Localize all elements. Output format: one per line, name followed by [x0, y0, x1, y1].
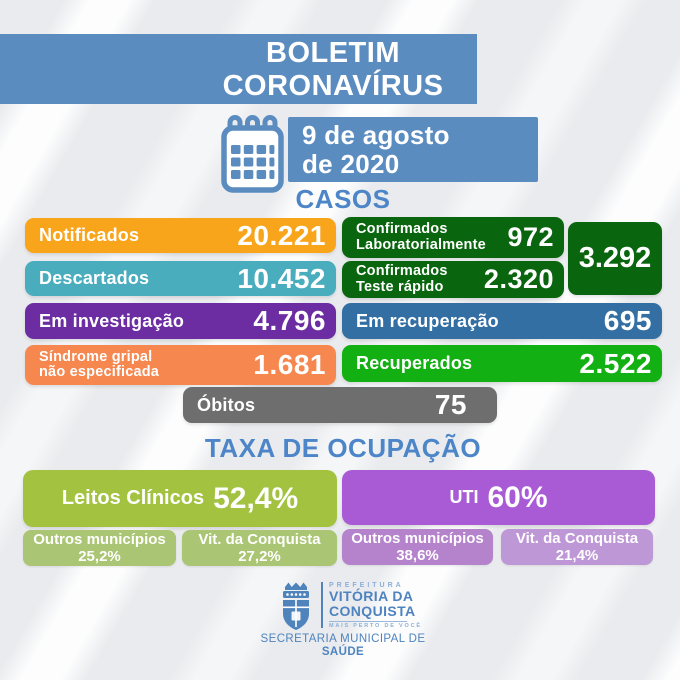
- stat-label: Descartados: [39, 268, 150, 289]
- stat-value: 972: [507, 222, 554, 252]
- logo-divider: [321, 582, 323, 628]
- title-line2: CORONAVÍRUS: [222, 70, 444, 102]
- occupancy-uti-outros-municipios: Outros municípios 38,6%: [342, 529, 493, 565]
- logo-city-line1: VITÓRIA DA: [329, 588, 414, 604]
- title-line1: BOLETIM: [266, 37, 400, 69]
- logo-slogan: MAIS PERTO DE VOCÊ: [329, 623, 422, 629]
- logo-city-line2: CONQUISTA: [329, 603, 416, 619]
- logo-text: PREFEITURA VITÓRIA DA CONQUISTA MAIS PER…: [329, 580, 422, 629]
- occupancy-sub-value: 38,6%: [396, 547, 439, 564]
- page-title: BOLETIM CORONAVÍRUS: [156, 37, 510, 103]
- secretaria-line2: SAÚDE: [321, 646, 365, 658]
- stat-label: Recuperados: [356, 353, 473, 374]
- stat-label: Óbitos: [197, 394, 256, 415]
- title-band: [0, 34, 477, 104]
- stat-confirmados-teste-rapido: Confirmados Teste rápido 2.320: [342, 261, 564, 298]
- occupancy-sub-label: Outros municípios: [351, 529, 484, 547]
- footer-logo: PREFEITURA VITÓRIA DA CONQUISTA MAIS PER…: [277, 580, 422, 637]
- stat-confirmados-total: 3.292: [568, 222, 662, 295]
- stat-confirmados-laboratorialmente: Confirmados Laboratorialmente 972: [342, 217, 564, 258]
- date-line2: de 2020: [302, 149, 400, 179]
- occupancy-leitos-clinicos: Leitos Clínicos 52,4%: [23, 470, 337, 527]
- stat-value: 2.320: [483, 264, 554, 294]
- stat-label: Em investigação: [39, 310, 185, 331]
- logo-rule: [329, 621, 407, 622]
- secretaria-caption: SECRETARIA MUNICIPAL DE SAÚDE: [23, 633, 663, 659]
- occupancy-label: Leitos Clínicos: [61, 487, 205, 509]
- stat-label: Síndrome gripal não especificada: [39, 348, 160, 380]
- stat-recuperados: Recuperados 2.522: [342, 345, 662, 382]
- occupancy-sub-value: 21,4%: [555, 547, 599, 564]
- ocupacao-heading: TAXA DE OCUPAÇÃO: [204, 433, 482, 463]
- calendar-icon: [221, 115, 284, 199]
- occupancy-uti-vit-da-conquista: Vit. da Conquista 21,4%: [501, 529, 653, 565]
- logo-prefeitura: PREFEITURA: [329, 582, 404, 589]
- bulletin-date: 9 de agosto de 2020: [302, 121, 450, 179]
- stat-value: 2.522: [579, 347, 652, 379]
- stat-label: Confirmados Laboratorialmente: [356, 221, 486, 253]
- stat-value: 3.292: [578, 242, 652, 274]
- stat-label: Em recuperação: [356, 310, 499, 331]
- stat-obitos: Óbitos 75: [183, 387, 497, 423]
- date-line1: 9 de agosto: [302, 120, 450, 150]
- stat-notificados: Notificados 20.221: [25, 218, 336, 253]
- occupancy-sub-label: Vit. da Conquista: [198, 530, 321, 548]
- occupancy-leitos-outros-municipios: Outros municípios 25,2%: [23, 530, 176, 566]
- stat-descartados: Descartados 10.452: [25, 261, 336, 296]
- stat-label: Notificados: [39, 225, 140, 246]
- occupancy-value: 60%: [487, 480, 548, 514]
- occupancy-sub-label: Vit. da Conquista: [515, 529, 639, 547]
- date-band: [288, 117, 538, 182]
- occupancy-value: 52,4%: [213, 481, 299, 515]
- occupancy-leitos-vit-da-conquista: Vit. da Conquista 27,2%: [182, 530, 337, 566]
- casos-heading: CASOS: [295, 184, 391, 214]
- occupancy-sub-value: 27,2%: [238, 548, 281, 565]
- occupancy-sub-label: Outros municípios: [33, 530, 166, 548]
- stat-value: 4.796: [253, 305, 326, 336]
- stat-em-recuperacao: Em recuperação 695: [342, 303, 662, 339]
- stat-label: Confirmados Teste rápido: [356, 263, 448, 295]
- stat-value: 1.681: [253, 349, 326, 380]
- stat-sindrome-gripal: Síndrome gripal não especificada 1.681: [25, 345, 336, 385]
- occupancy-uti: UTI 60%: [342, 470, 655, 525]
- stat-value: 75: [434, 389, 467, 420]
- stat-value: 10.452: [237, 262, 326, 294]
- stat-value: 20.221: [237, 219, 326, 251]
- secretaria-line1: SECRETARIA MUNICIPAL DE: [260, 633, 426, 645]
- stat-em-investigacao: Em investigação 4.796: [25, 303, 336, 339]
- stat-value: 695: [603, 305, 652, 336]
- occupancy-sub-value: 25,2%: [78, 548, 121, 565]
- occupancy-label: UTI: [449, 487, 479, 507]
- coat-of-arms-icon: [277, 580, 315, 637]
